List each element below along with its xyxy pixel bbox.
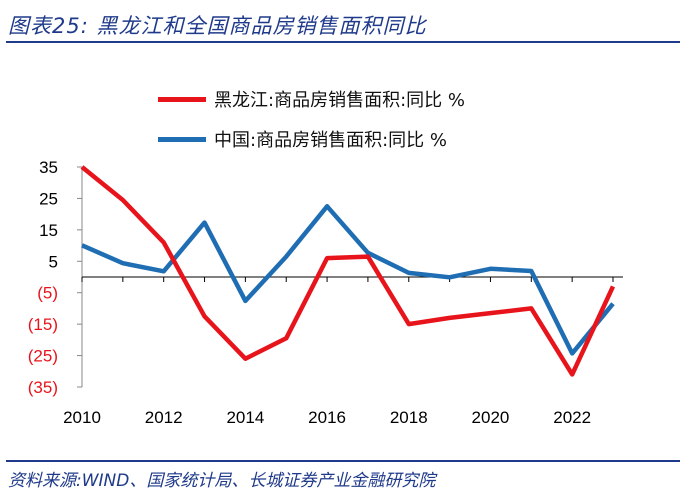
- y-tick-label: 35: [39, 158, 58, 177]
- y-tick-label: (25): [28, 347, 58, 366]
- y-tick-label: (15): [28, 315, 58, 334]
- y-tick-label: 15: [39, 221, 58, 240]
- figure-title: 图表25: 黑龙江和全国商品房销售面积同比: [8, 14, 427, 38]
- chart-legend: 黑龙江:商品房销售面积:同比 % 中国:商品房销售面积:同比 %: [158, 84, 465, 164]
- legend-label-china: 中国:商品房销售面积:同比 %: [214, 130, 447, 151]
- y-tick-label: 5: [49, 252, 58, 271]
- legend-swatch-china: [158, 136, 206, 142]
- series-line-heilongjiang: [80, 165, 616, 377]
- source-note: 资料来源:WIND、国家统计局、长城证券产业金融研究院: [8, 471, 436, 491]
- legend-swatch-heilongjiang: [158, 96, 206, 102]
- legend-label-heilongjiang: 黑龙江:商品房销售面积:同比 %: [214, 90, 465, 111]
- x-tick-label: 2020: [472, 408, 510, 427]
- title-rule: [6, 41, 680, 43]
- x-tick-label: 2018: [390, 408, 428, 427]
- x-tick-label: 2016: [308, 408, 346, 427]
- x-tick-label: 2012: [145, 408, 183, 427]
- source-rule: [6, 460, 680, 462]
- legend-item-heilongjiang: 黑龙江:商品房销售面积:同比 %: [158, 84, 465, 114]
- y-tick-label: (35): [28, 378, 58, 397]
- legend-item-china: 中国:商品房销售面积:同比 %: [158, 124, 465, 154]
- series-line-china: [81, 204, 615, 356]
- y-tick-label: (5): [37, 284, 58, 303]
- x-tick-label: 2010: [63, 408, 101, 427]
- x-tick-label: 2022: [553, 408, 591, 427]
- x-tick-label: 2014: [226, 408, 264, 427]
- y-tick-label: 25: [39, 189, 58, 208]
